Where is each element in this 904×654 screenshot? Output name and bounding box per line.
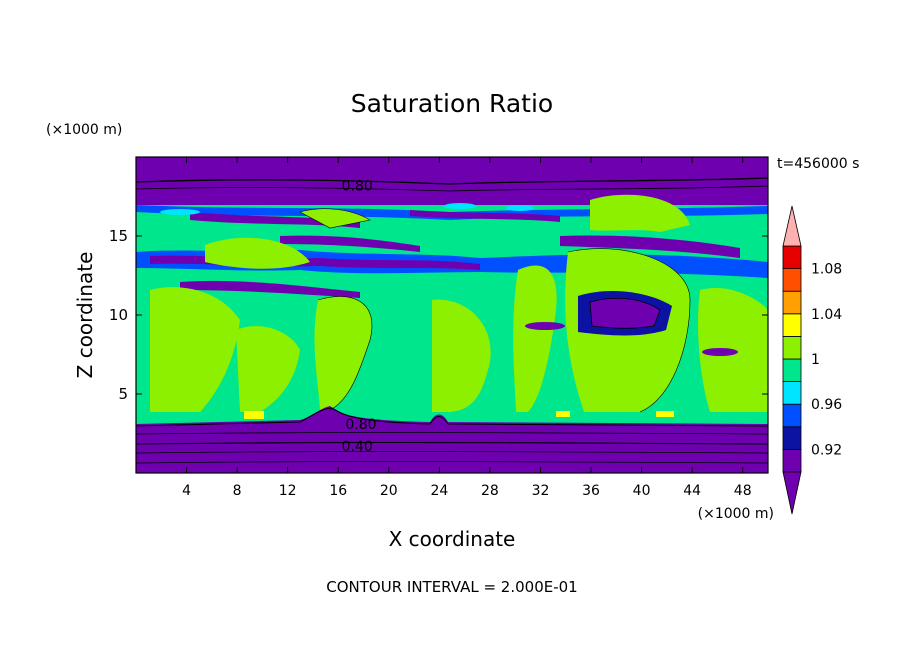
colorbar-tick-label: 0.92 <box>811 442 842 458</box>
colorbar-swatch <box>782 268 802 292</box>
x-tick-label: 4 <box>182 483 191 499</box>
x-tick-label: 32 <box>532 483 550 499</box>
colorbar-swatch <box>782 381 802 405</box>
contour-label: 0.40 <box>342 439 373 455</box>
colorbar-tick-label: 1.04 <box>811 307 842 323</box>
x-axis: 4 8 12 16 20 24 28 32 36 40 44 48 <box>182 157 752 499</box>
colorbar-swatch <box>782 290 802 315</box>
colorbar-under-triangle <box>782 471 802 515</box>
colorbar-swatch <box>782 245 802 270</box>
y-axis: 5 10 15 <box>109 227 768 403</box>
contour-label: 0.80 <box>345 417 376 433</box>
x-tick-label: 40 <box>633 483 651 499</box>
contour-labels: 0.80 0.80 0.40 <box>342 178 377 455</box>
chart-title: Saturation Ratio <box>351 89 553 118</box>
x-tick-label: 24 <box>430 483 448 499</box>
contour-label: 0.80 <box>342 178 373 194</box>
colorbar-tick-label: 0.96 <box>811 397 842 413</box>
y-unit-label: (×1000 m) <box>46 122 122 138</box>
x-axis-label: X coordinate <box>389 527 516 551</box>
colorbar-swatch <box>782 313 802 337</box>
colorbar-tick-label: 1 <box>811 352 820 368</box>
x-unit-label: (×1000 m) <box>698 506 774 522</box>
x-tick-label: 8 <box>233 483 242 499</box>
x-tick-label: 12 <box>279 483 297 499</box>
colorbar-swatch <box>782 426 802 450</box>
colorbar-swatch <box>782 403 802 428</box>
y-tick-label: 10 <box>109 306 128 324</box>
x-tick-label: 28 <box>481 483 499 499</box>
x-tick-label: 20 <box>380 483 398 499</box>
y-axis-label: Z coordinate <box>73 252 97 379</box>
contour-interval-note: CONTOUR INTERVAL = 2.000E-01 <box>326 578 577 596</box>
field-plot <box>136 157 768 473</box>
colorbar-over-triangle <box>782 205 802 247</box>
x-tick-label: 36 <box>582 483 600 499</box>
colorbar-swatch <box>782 358 802 383</box>
y-tick-label: 15 <box>109 227 128 245</box>
y-tick-label: 5 <box>118 385 128 403</box>
x-tick-label: 16 <box>329 483 347 499</box>
colorbar-swatch <box>782 335 802 360</box>
colorbar-swatch <box>782 448 802 473</box>
upper-dry-layer <box>136 157 768 205</box>
x-tick-label: 48 <box>734 483 752 499</box>
time-label: t=456000 s <box>777 156 859 172</box>
colorbar-tick-label: 1.08 <box>811 262 842 278</box>
colorbar: 0.92 0.96 1 1.04 1.08 <box>782 205 842 515</box>
x-tick-label: 44 <box>683 483 701 499</box>
